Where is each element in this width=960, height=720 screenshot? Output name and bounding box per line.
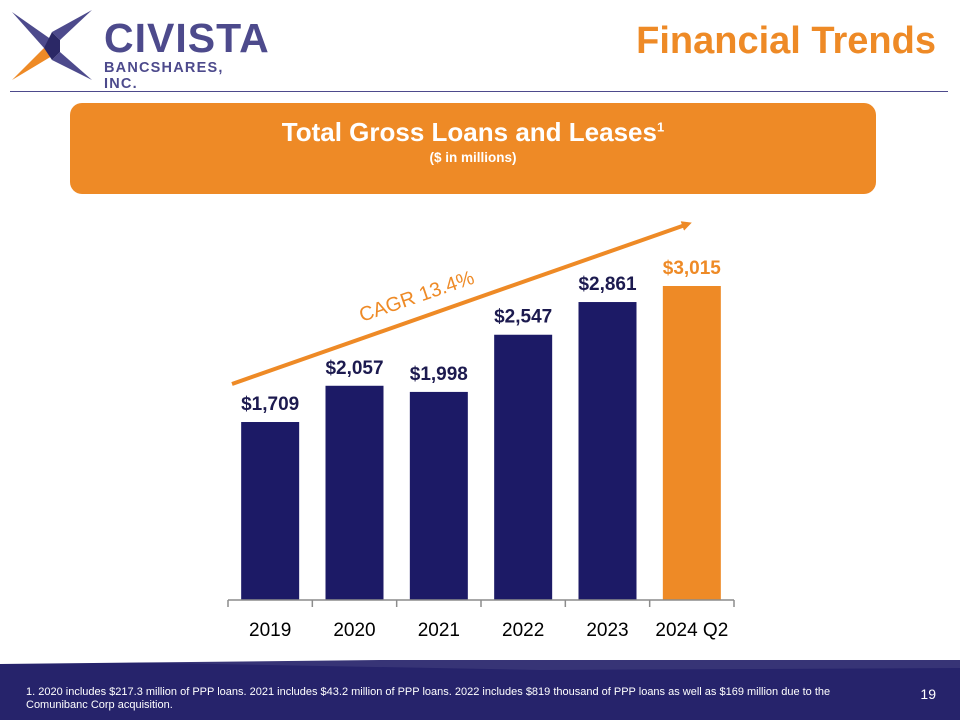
bar-2019 [241,422,300,600]
data-label-2020: $2,057 [325,358,383,379]
tick-label-2022: 2022 [502,620,544,641]
loans-bar-chart: $1,709$2,057 $1,998$2,547$2,861$3,015 CAG… [227,221,735,641]
data-label-2024-q2: $3,015 [663,258,722,279]
bar-2022 [494,334,553,600]
star-logo-icon [12,10,92,80]
data-label-2022: $2,547 [494,307,552,328]
chart-subtitle: ($ in millions) [429,150,517,165]
bar-2020 [325,385,384,600]
bar-2023 [578,302,637,600]
cagr-trend-arrow [231,221,692,386]
footnote-text: 1. 2020 includes $217.3 million of PPP l… [26,686,831,711]
logo-wordmark: CIVISTA [104,15,270,61]
tick-label-2020: 2020 [333,620,375,641]
bar-2024-q2 [662,286,721,600]
civista-logo: CIVISTA BANCSHARES, INC. [12,10,269,92]
tick-label-2024-q2: 2024 Q2 [655,620,728,641]
chart-title-text: Total Gross Loans and Leases [281,117,657,147]
tick-label-2021: 2021 [418,620,460,641]
bar-2021 [409,391,468,600]
footnote-marker: 1 [656,119,665,135]
logo-subtitle: BANCSHARES, INC. [104,60,224,92]
data-label-2021: $1,998 [410,364,468,385]
page-title: Financial Trends [636,20,936,62]
tick-label-2019: 2019 [249,620,291,641]
header-divider [10,91,948,92]
data-label-2019: $1,709 [241,394,299,415]
page-number: 19 [920,686,936,702]
chart-title: Total Gross Loans and Leases1 [70,117,876,148]
data-label-2023: $2,861 [578,274,637,295]
chart-title-banner: Total Gross Loans and Leases1 ($ in mill… [70,103,876,194]
tick-label-2023: 2023 [586,620,628,641]
footer-band [0,660,960,720]
